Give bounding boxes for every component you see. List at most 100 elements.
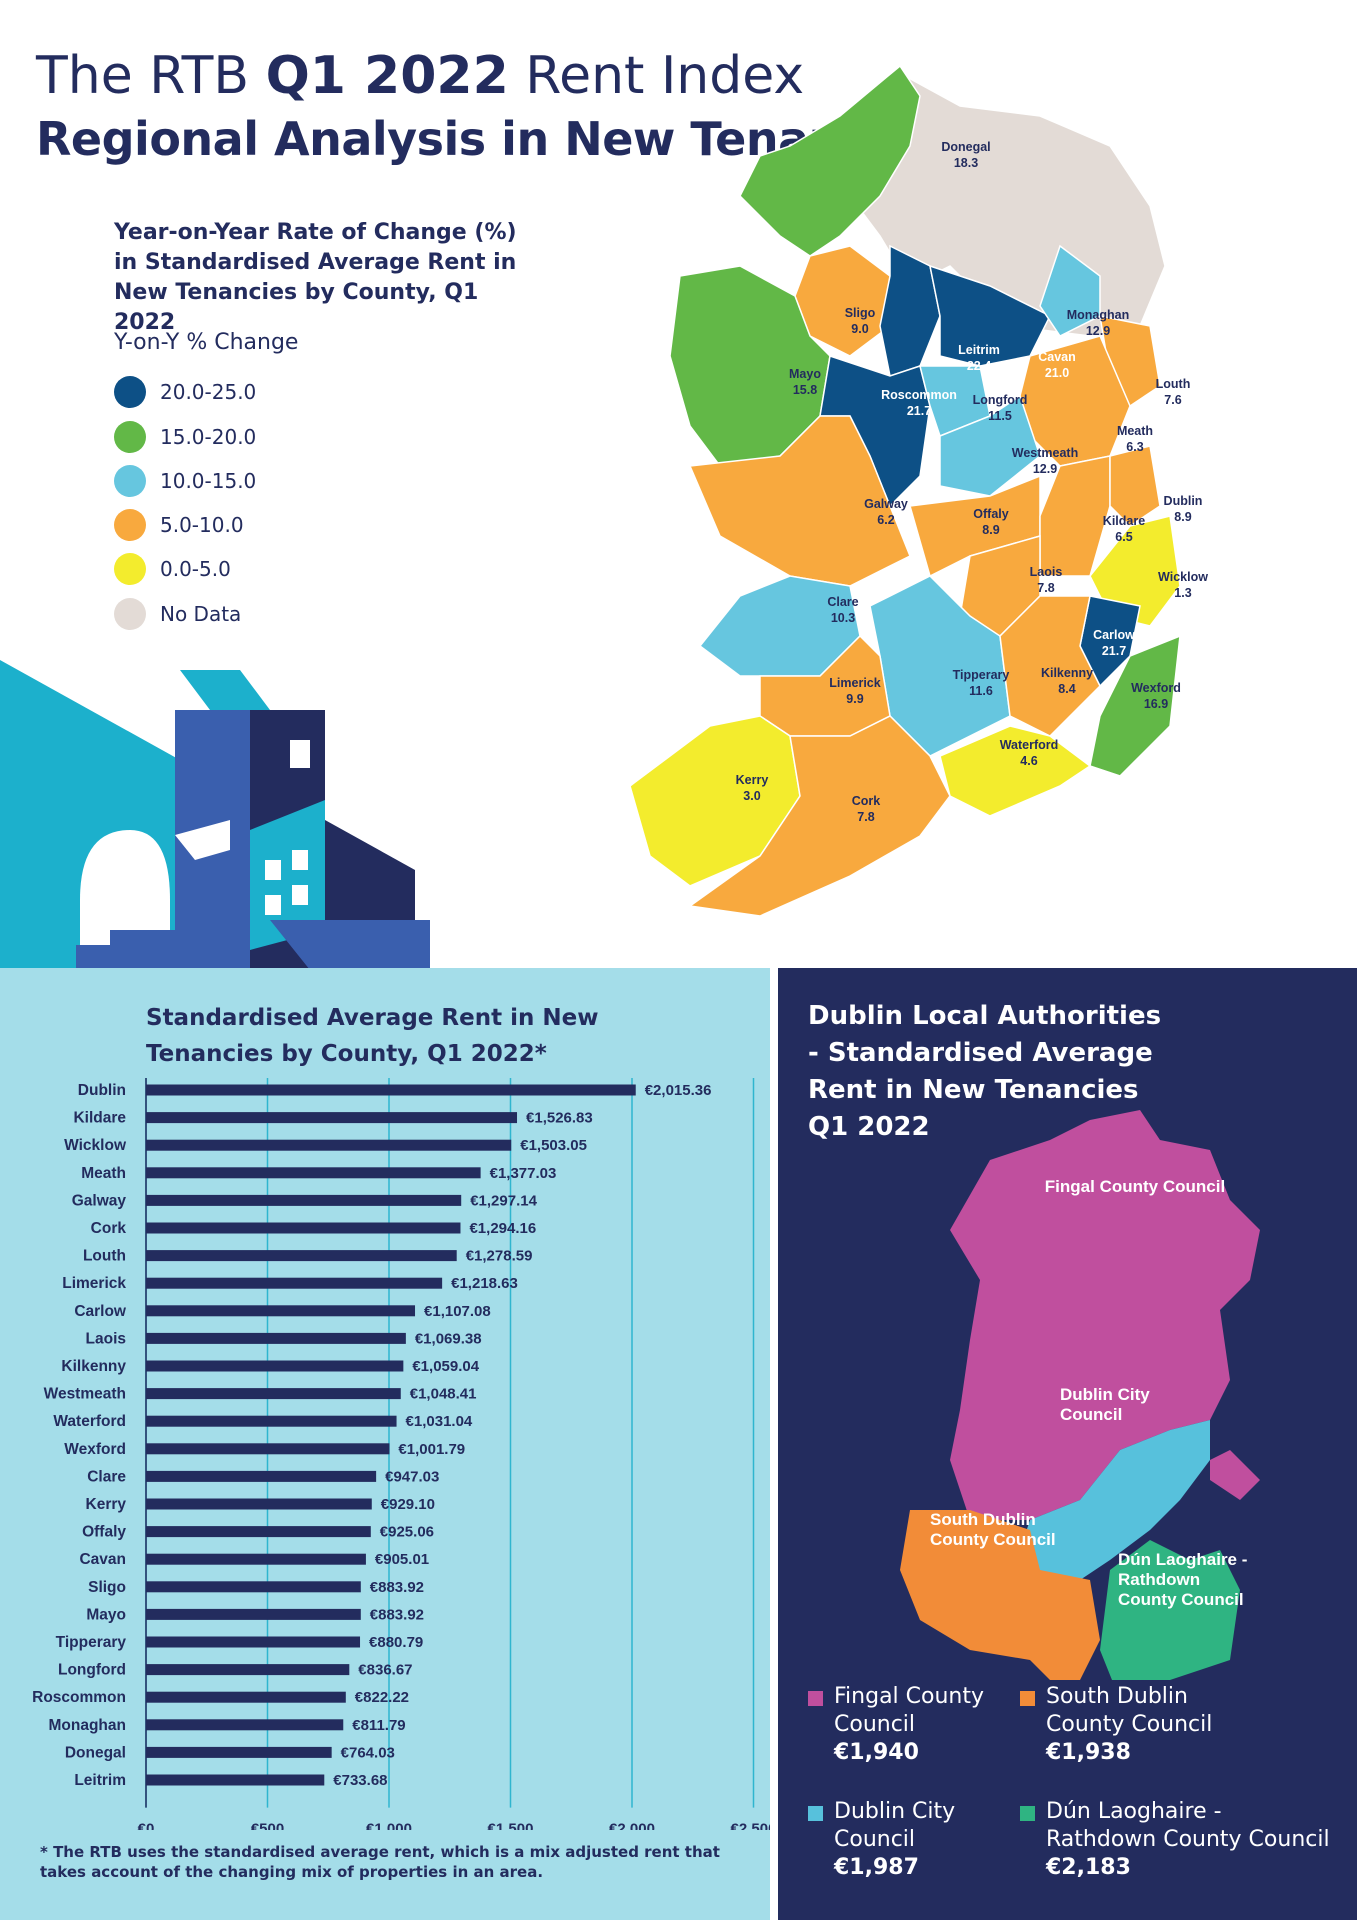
bar (146, 1415, 397, 1427)
data-label: €947.03 (385, 1468, 439, 1485)
bar (146, 1194, 462, 1206)
category-label: Dublin (78, 1082, 126, 1099)
legend-item: 15.0-20.0 (114, 420, 256, 454)
legend-value: €1,938 (1046, 1740, 1131, 1765)
category-label: Monaghan (49, 1717, 127, 1734)
county-label: Offaly 8.9 (973, 507, 1008, 537)
county-label: Carlow 21.7 (1093, 628, 1135, 658)
legend-item: 10.0-15.0 (114, 464, 256, 498)
dublin-legend-item: Dún Laoghaire - Rathdown County Council … (1020, 1798, 1350, 1888)
x-tick-label: €1,500 (488, 1821, 534, 1830)
city-label-wrap: Dublin City Council (1060, 1385, 1150, 1424)
bar (146, 1774, 325, 1786)
fingal-coast (1210, 1450, 1260, 1500)
legend-name: South Dublin County Council (1046, 1684, 1213, 1737)
county-label: Westmeath 12.9 (1012, 446, 1078, 476)
fingal-label: Fingal County Council (1045, 1177, 1225, 1196)
county-label: Monaghan 12.9 (1067, 308, 1130, 338)
category-label: Sligo (88, 1579, 126, 1596)
bar (146, 1526, 371, 1538)
x-tick-label: €500 (251, 1821, 284, 1830)
legend-label: 10.0-15.0 (160, 469, 257, 493)
dublin-map: Fingal County Council Dublin City Counci… (900, 1110, 1260, 1680)
title-quarter: Q1 2022 (265, 46, 509, 106)
category-label: Limerick (62, 1275, 126, 1292)
county-label: Kerry 3.0 (736, 773, 769, 803)
data-label: €764.03 (341, 1744, 395, 1761)
bar (146, 1222, 461, 1234)
data-label: €1,001.79 (398, 1441, 465, 1458)
category-label: Galway (72, 1192, 127, 1209)
category-label: Westmeath (44, 1386, 126, 1403)
category-label: Mayo (86, 1606, 126, 1623)
category-label: Laois (86, 1330, 126, 1347)
bar (146, 1470, 377, 1482)
legend-item: 5.0-10.0 (114, 508, 244, 542)
bar (146, 1608, 361, 1620)
legend-label: 0.0-5.0 (160, 557, 231, 581)
category-label: Cork (91, 1220, 127, 1237)
data-label: €822.22 (355, 1689, 409, 1706)
category-label: Wicklow (64, 1137, 127, 1154)
county-donegal (739, 64, 921, 257)
data-label: €880.79 (369, 1634, 423, 1651)
bar (146, 1250, 457, 1262)
data-label: €1,031.04 (406, 1413, 473, 1430)
data-label: €1,294.16 (469, 1220, 536, 1237)
category-label: Longford (58, 1662, 126, 1679)
county-dublin (1109, 445, 1161, 527)
bar (146, 1167, 481, 1179)
bar (146, 1746, 332, 1758)
legend-value: €1,987 (834, 1855, 919, 1880)
county-wicklow (1089, 515, 1181, 627)
page-title: The RTB Q1 2022 Rent Index (36, 46, 804, 106)
bar-chart: €0 €500 €1,000 €1,500 €2,000 €2,500 Dublin €2,0… (32, 1078, 770, 1830)
county-label: Limerick 9.9 (829, 676, 880, 706)
map-labels: Donegal 18.3 Sligo 9.0 Mayo 15.8 Leitrim 22.… (736, 140, 1209, 824)
bar (146, 1664, 350, 1676)
dublin-title: Dublin Local Authorities - Standardised … (808, 1001, 1162, 1142)
bar (146, 1691, 346, 1703)
south-label: South Dublin County Council (930, 1510, 1056, 1549)
county-cork (688, 715, 951, 917)
data-label: €883.92 (370, 1606, 424, 1623)
category-label: Kilkenny (61, 1358, 126, 1375)
county-label: Wexford 16.9 (1131, 681, 1181, 711)
category-label: Donegal (65, 1744, 126, 1761)
county-label: Kildare 6.5 (1103, 514, 1145, 544)
county-label: Sligo 9.0 (845, 306, 876, 336)
data-label: €811.79 (352, 1717, 405, 1734)
legend-label: 5.0-10.0 (160, 513, 244, 537)
bar (146, 1305, 416, 1317)
map-shapes (629, 64, 1181, 917)
legend-item: 20.0-25.0 (114, 375, 256, 409)
data-label: €1,297.14 (470, 1192, 537, 1209)
data-label: €1,059.04 (412, 1358, 479, 1375)
category-label: Tipperary (56, 1634, 127, 1651)
data-label: €1,377.03 (490, 1165, 557, 1182)
county-label: Donegal 18.3 (941, 140, 990, 170)
category-label: Kerry (86, 1496, 127, 1513)
county-label: Kilkenny 8.4 (1041, 666, 1093, 696)
legend-swatch (114, 509, 146, 541)
category-label: Waterford (53, 1413, 126, 1430)
data-label: €1,503.05 (520, 1137, 587, 1154)
county-label: Cork 7.8 (852, 794, 881, 824)
category-label: Offaly (82, 1524, 126, 1541)
bar (146, 1498, 372, 1510)
legend-name: Dublin City Council (834, 1799, 956, 1852)
bar (146, 1277, 443, 1289)
county-label: Waterford 4.6 (1000, 738, 1059, 768)
county-label: Galway 6.2 (864, 497, 908, 527)
county-cavan (929, 264, 1052, 367)
legend-label: 20.0-25.0 (160, 380, 257, 404)
data-label: €1,526.83 (526, 1110, 593, 1127)
legend-swatch (808, 1806, 823, 1821)
legend-value: €1,940 (834, 1740, 919, 1765)
county-label: Meath 6.3 (1117, 424, 1153, 454)
data-label: €905.01 (375, 1551, 429, 1568)
bar (146, 1581, 361, 1593)
legend-swatch (1020, 1691, 1035, 1706)
legend-label: 15.0-20.0 (160, 425, 257, 449)
county-label: Wicklow 1.3 (1158, 570, 1208, 600)
